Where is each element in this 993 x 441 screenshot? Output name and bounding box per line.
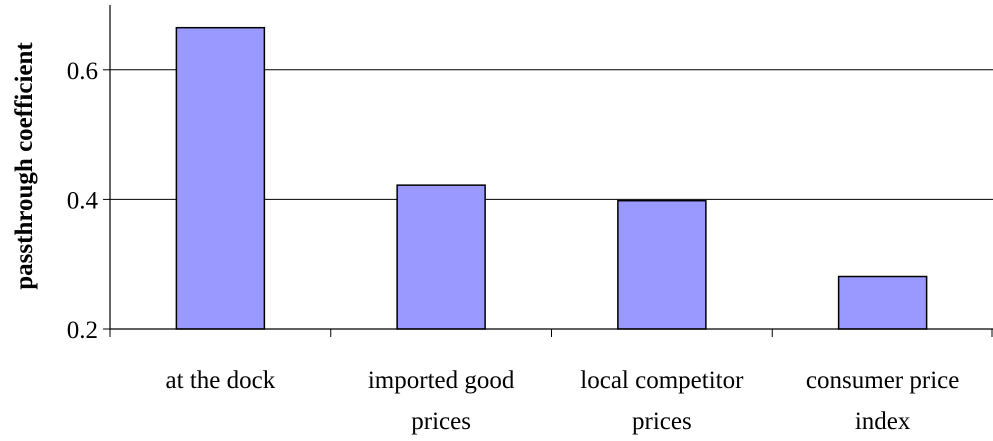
bar [617,199,707,330]
x-category-label: local competitor [580,367,744,394]
axes [103,5,993,337]
x-category-label: prices [411,408,471,435]
y-tick-label: 0.2 [67,317,98,344]
x-category-label: consumer price [806,367,959,394]
x-category-label: index [855,408,911,435]
x-category-label: imported good [368,367,515,394]
x-category-label: at the dock [166,367,276,394]
y-tick-label: 0.6 [67,58,98,85]
y-axis-title: passthrough coefficient [11,42,38,290]
bar [837,275,928,330]
bar [175,26,266,330]
x-category-label: prices [632,408,692,435]
y-tick-label: 0.4 [67,187,99,214]
bar [396,184,486,330]
bars [175,26,928,330]
labels: 0.2 0.4 0.6 at the dock imported good prices l… [67,58,960,435]
